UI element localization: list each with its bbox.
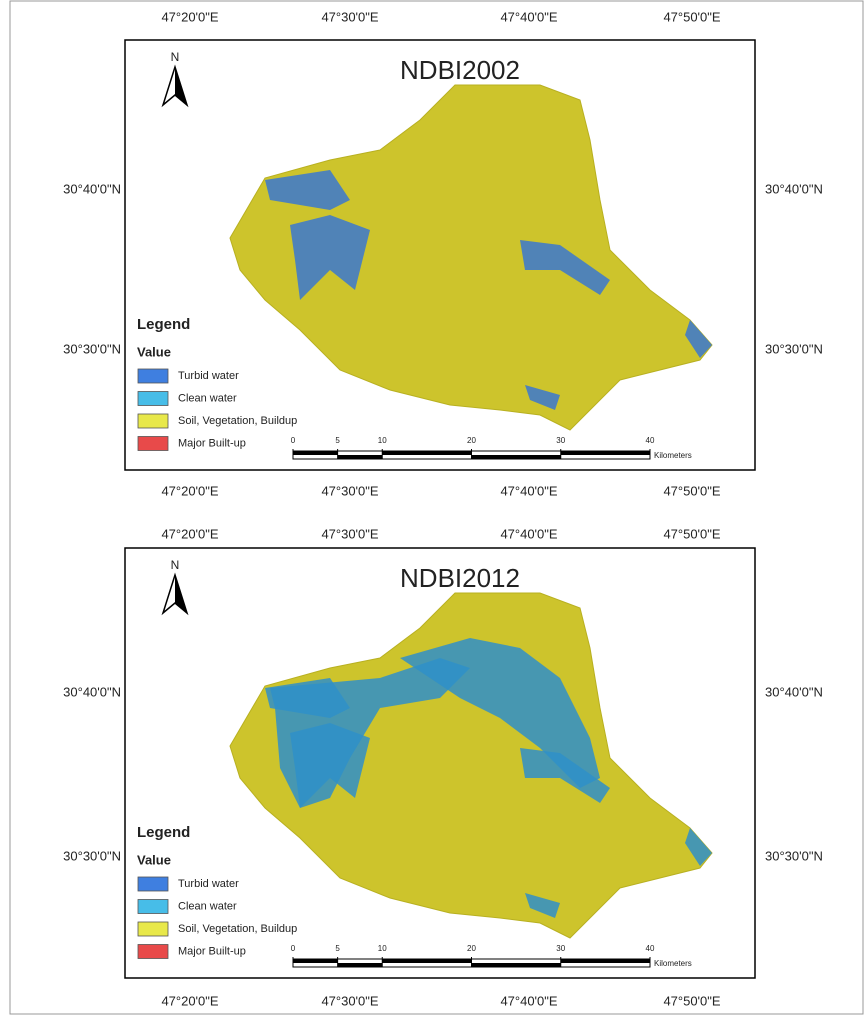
- legend-swatch: [138, 437, 168, 451]
- legend-label: Major Built-up: [178, 945, 246, 957]
- north-label: N: [171, 50, 180, 64]
- longitude-label: 47°30'0"E: [321, 483, 378, 498]
- scale-unit: Kilometers: [654, 451, 692, 460]
- longitude-label: 47°40'0"E: [500, 483, 557, 498]
- longitude-label: 47°30'0"E: [321, 9, 378, 24]
- longitude-label: 47°20'0"E: [161, 483, 218, 498]
- map-panel: NDBI2012 N 47°20'0"E 47°30'0"E 47°40'0"E 47°5…: [63, 526, 823, 1008]
- map-panel: NDBI2002 N 47°20'0"E 47°30'0"E 47°40'0"E 47°5…: [63, 9, 823, 498]
- longitude-label: 47°50'0"E: [663, 993, 720, 1008]
- latitude-label: 30°40'0"N: [765, 181, 823, 196]
- map-title: NDBI2012: [400, 563, 520, 593]
- scale-segment: [472, 455, 561, 459]
- scale-segment: [382, 959, 471, 963]
- legend-label: Turbid water: [178, 370, 239, 382]
- latitude-label: 30°30'0"N: [765, 341, 823, 356]
- north-label: N: [171, 558, 180, 572]
- figure: NDBI2002 N 47°20'0"E 47°30'0"E 47°40'0"E 47°5…: [0, 0, 864, 1015]
- scale-label: 40: [646, 436, 655, 445]
- legend-label: Soil, Vegetation, Buildup: [178, 923, 297, 935]
- scale-segment: [561, 959, 650, 963]
- legend-swatch: [138, 945, 168, 959]
- scale-label: 30: [556, 436, 565, 445]
- scale-segment: [338, 455, 383, 459]
- longitude-label: 47°30'0"E: [321, 993, 378, 1008]
- longitude-label: 47°40'0"E: [500, 9, 557, 24]
- scale-segment: [382, 451, 471, 455]
- scale-label: 20: [467, 436, 476, 445]
- scale-segment: [293, 451, 338, 455]
- longitude-label: 47°30'0"E: [321, 526, 378, 541]
- legend-title: Legend: [137, 824, 190, 841]
- longitude-label: 47°40'0"E: [500, 526, 557, 541]
- scale-segment: [472, 963, 561, 967]
- scale-label: 10: [378, 436, 387, 445]
- scale-segment: [293, 959, 338, 963]
- scale-label: 30: [556, 944, 565, 953]
- latitude-label: 30°30'0"N: [63, 848, 121, 863]
- scale-label: 40: [646, 944, 655, 953]
- longitude-label: 47°40'0"E: [500, 993, 557, 1008]
- latitude-label: 30°40'0"N: [63, 684, 121, 699]
- legend-swatch: [138, 877, 168, 891]
- scale-label: 0: [291, 944, 296, 953]
- scale-label: 5: [335, 436, 340, 445]
- legend-swatch: [138, 900, 168, 914]
- legend-label: Soil, Vegetation, Buildup: [178, 415, 297, 427]
- longitude-label: 47°50'0"E: [663, 9, 720, 24]
- legend-label: Clean water: [178, 392, 237, 404]
- map-title: NDBI2002: [400, 55, 520, 85]
- legend-label: Clean water: [178, 900, 237, 912]
- scale-segment: [338, 963, 383, 967]
- legend-swatch: [138, 922, 168, 936]
- scale-label: 20: [467, 944, 476, 953]
- longitude-label: 47°20'0"E: [161, 9, 218, 24]
- longitude-label: 47°20'0"E: [161, 526, 218, 541]
- latitude-label: 30°40'0"N: [765, 684, 823, 699]
- legend-subtitle: Value: [137, 852, 171, 867]
- legend-label: Turbid water: [178, 878, 239, 890]
- longitude-label: 47°50'0"E: [663, 483, 720, 498]
- scale-label: 0: [291, 436, 296, 445]
- latitude-label: 30°40'0"N: [63, 181, 121, 196]
- scale-label: 5: [335, 944, 340, 953]
- legend-swatch: [138, 392, 168, 406]
- latitude-label: 30°30'0"N: [63, 341, 121, 356]
- longitude-label: 47°20'0"E: [161, 993, 218, 1008]
- scale-unit: Kilometers: [654, 959, 692, 968]
- legend-title: Legend: [137, 316, 190, 333]
- scale-segment: [561, 451, 650, 455]
- legend-subtitle: Value: [137, 344, 171, 359]
- legend-label: Major Built-up: [178, 437, 246, 449]
- legend-swatch: [138, 414, 168, 428]
- longitude-label: 47°50'0"E: [663, 526, 720, 541]
- legend-swatch: [138, 369, 168, 383]
- latitude-label: 30°30'0"N: [765, 848, 823, 863]
- scale-label: 10: [378, 944, 387, 953]
